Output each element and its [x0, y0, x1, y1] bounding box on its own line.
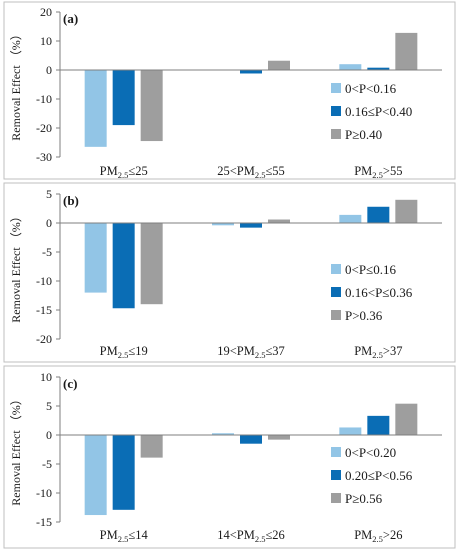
y-tick-label: 0	[46, 216, 52, 230]
y-tick-label: 5	[46, 399, 52, 413]
category-label: 14<PM2.5≤26	[217, 528, 285, 544]
panel-2: -20 -15 -10 -5 0 5 Removal Effect （%） PM2.5≤19 1…	[3, 182, 456, 363]
bar-3-3	[395, 403, 418, 435]
legend-label: P≥0.56	[345, 491, 383, 506]
bar-2-3	[367, 67, 390, 70]
legend-label: 0<P<0.20	[345, 445, 396, 460]
panel-letter: (c)	[63, 376, 77, 391]
y-axis-title: Removal Effect （%）	[9, 210, 23, 322]
bar-3-2	[268, 60, 290, 70]
bar-2-3	[367, 206, 390, 223]
bar-1-2	[212, 433, 234, 435]
y-tick-label: -30	[36, 150, 52, 164]
legend-label: P≥0.40	[345, 127, 382, 142]
legend-swatch	[331, 129, 341, 139]
bar-3-1	[140, 70, 163, 142]
legend-label: 0.16<P≤0.36	[345, 285, 413, 300]
y-tick-label: -10	[36, 92, 52, 106]
bar-3-3	[395, 32, 418, 70]
legend-swatch	[331, 493, 341, 503]
category-label: 19<PM2.5≤37	[217, 344, 285, 360]
legend-swatch	[331, 310, 341, 320]
legend-swatch	[331, 264, 341, 274]
legend-swatch	[331, 83, 341, 93]
y-tick-label: -10	[36, 486, 52, 500]
y-tick-label: 0	[46, 428, 52, 442]
y-tick-label: -10	[36, 274, 52, 288]
panel-letter: (a)	[63, 11, 78, 26]
bar-1-1	[84, 70, 107, 147]
panel-1: -30 -20 -10 0 10 20 Removal Effect （%） PM2.5≤25…	[3, 1, 456, 180]
category-label: PM2.5≤14	[100, 528, 149, 544]
bar-2-2	[240, 70, 262, 74]
legend-swatch	[331, 106, 341, 116]
y-tick-label: -15	[36, 303, 52, 317]
legend-label: 0.20≤P<0.56	[345, 468, 413, 483]
legend-swatch	[331, 447, 341, 457]
legend-label: 0.16≤P<0.40	[345, 104, 412, 119]
y-tick-label: -20	[36, 121, 52, 135]
bar-2-1	[112, 435, 135, 510]
legend-label: 0<P<0.16	[345, 81, 397, 96]
bar-1-3	[339, 427, 362, 435]
bar-3-1	[140, 223, 163, 305]
panel-3: -15 -10 -5 0 5 10 Removal Effect （%） PM2.5≤14 14…	[3, 365, 456, 549]
category-label: PM2.5>55	[354, 164, 402, 180]
y-tick-label: 10	[40, 370, 52, 384]
legend-swatch	[331, 287, 341, 297]
y-tick-label: -20	[36, 332, 52, 346]
category-label: PM2.5>37	[354, 344, 402, 360]
bar-3-2	[268, 435, 290, 440]
category-label: 25<PM2.5≤55	[217, 164, 285, 180]
category-label: PM2.5≤25	[100, 164, 148, 180]
bar-2-1	[112, 70, 135, 126]
y-tick-label: 5	[46, 187, 52, 201]
bar-3-1	[140, 435, 163, 458]
bar-2-1	[112, 223, 135, 309]
y-tick-label: 20	[40, 5, 52, 19]
y-tick-label: -5	[42, 245, 52, 259]
legend-label: P>0.36	[345, 308, 383, 323]
bar-3-3	[395, 199, 418, 223]
category-label: PM2.5>26	[354, 528, 402, 544]
panel-frame	[3, 365, 456, 549]
bar-2-2	[240, 435, 262, 444]
y-tick-label: 0	[46, 63, 52, 77]
legend-swatch	[331, 470, 341, 480]
legend-label: 0<P≤0.16	[345, 262, 396, 277]
bar-3-2	[268, 219, 290, 223]
y-tick-label: -5	[42, 457, 52, 471]
panel-frame	[3, 182, 456, 363]
bar-1-3	[339, 214, 362, 223]
bar-2-3	[367, 415, 390, 435]
y-axis-title: Removal Effect （%）	[9, 393, 23, 505]
y-tick-label: -15	[36, 515, 52, 529]
panel-letter: (b)	[63, 193, 79, 208]
y-axis-title: Removal Effect （%）	[9, 28, 23, 140]
category-label: PM2.5≤19	[100, 344, 148, 360]
bar-1-3	[339, 64, 362, 70]
panel-frame	[3, 1, 456, 180]
bar-1-1	[84, 223, 107, 293]
y-tick-label: 10	[40, 34, 52, 48]
bar-1-2	[212, 223, 234, 226]
bar-1-1	[84, 435, 107, 516]
bar-2-2	[240, 223, 262, 228]
